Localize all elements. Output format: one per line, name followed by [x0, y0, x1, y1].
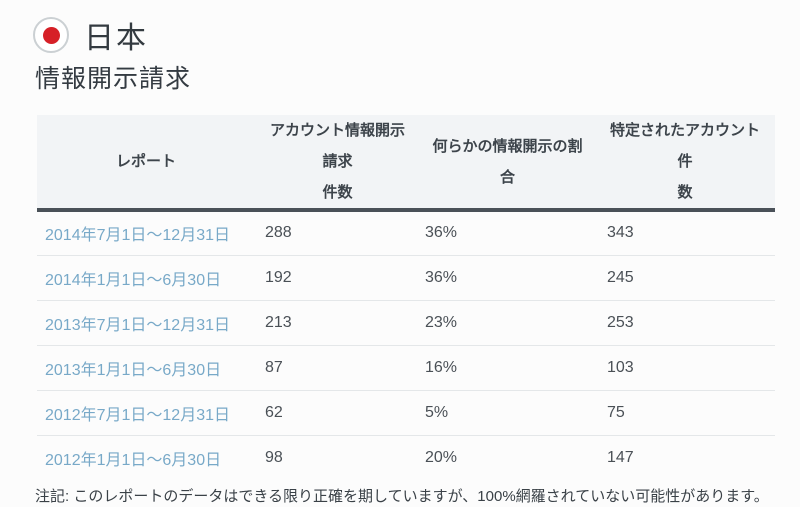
accounts-count: 75	[607, 403, 625, 421]
disclosure-rate: 16%	[425, 358, 458, 376]
report-period-link[interactable]: 2013年7月1日～12月31日	[45, 316, 230, 334]
column-header-requests: アカウント情報開示請求 件数	[255, 115, 420, 210]
table-row: 2013年1月1日～6月30日 87 16% 103	[37, 345, 775, 390]
table-row: 2014年7月1日～12月31日 288 36% 343	[37, 210, 775, 255]
footnote: 注記: このレポートのデータはできる限り正確を期していますが、100%網羅されて…	[35, 488, 769, 505]
country-title: 日本	[84, 22, 148, 55]
report-period-link[interactable]: 2014年7月1日～12月31日	[45, 227, 230, 245]
table-row: 2012年1月1日～6月30日 98 20% 147	[37, 435, 775, 480]
table-row: 2012年7月1日～12月31日 62 5% 75	[37, 390, 775, 435]
report-period-link[interactable]: 2013年1月1日～6月30日	[45, 361, 222, 379]
table-row: 2014年1月1日～6月30日 192 36% 245	[37, 255, 775, 300]
disclosure-requests-table: レポート アカウント情報開示請求 件数 何らかの情報開示の割 合 特定されたアカ…	[37, 115, 775, 480]
accounts-count: 343	[607, 224, 634, 242]
accounts-count: 103	[607, 358, 634, 376]
requests-count: 87	[265, 358, 283, 376]
japan-flag-icon	[33, 17, 69, 53]
requests-count: 62	[265, 403, 283, 421]
requests-count: 98	[265, 448, 283, 466]
section-title: 情報開示請求	[35, 65, 192, 93]
column-header-report: レポート	[37, 115, 255, 210]
requests-count: 213	[265, 313, 292, 331]
requests-count: 192	[265, 268, 292, 286]
report-period-link[interactable]: 2012年1月1日～6月30日	[45, 451, 222, 469]
table-header-row: レポート アカウント情報開示請求 件数 何らかの情報開示の割 合 特定されたアカ…	[37, 115, 775, 210]
table-row: 2013年7月1日～12月31日 213 23% 253	[37, 300, 775, 345]
disclosure-rate: 36%	[425, 224, 458, 242]
japan-flag-dot	[42, 26, 60, 44]
column-header-disclosure-rate: 何らかの情報開示の割 合	[420, 115, 595, 210]
country-header: 日本	[0, 0, 800, 55]
accounts-count: 245	[607, 268, 634, 286]
disclosure-rate: 5%	[425, 403, 449, 421]
report-period-link[interactable]: 2012年7月1日～12月31日	[45, 406, 230, 424]
accounts-count: 253	[607, 313, 634, 331]
accounts-count: 147	[607, 448, 634, 466]
disclosure-rate: 23%	[425, 313, 458, 331]
disclosure-rate: 36%	[425, 268, 458, 286]
column-header-accounts: 特定されたアカウント件 数	[595, 115, 775, 210]
disclosure-rate: 20%	[425, 448, 458, 466]
report-period-link[interactable]: 2014年1月1日～6月30日	[45, 271, 222, 289]
requests-count: 288	[265, 224, 292, 242]
